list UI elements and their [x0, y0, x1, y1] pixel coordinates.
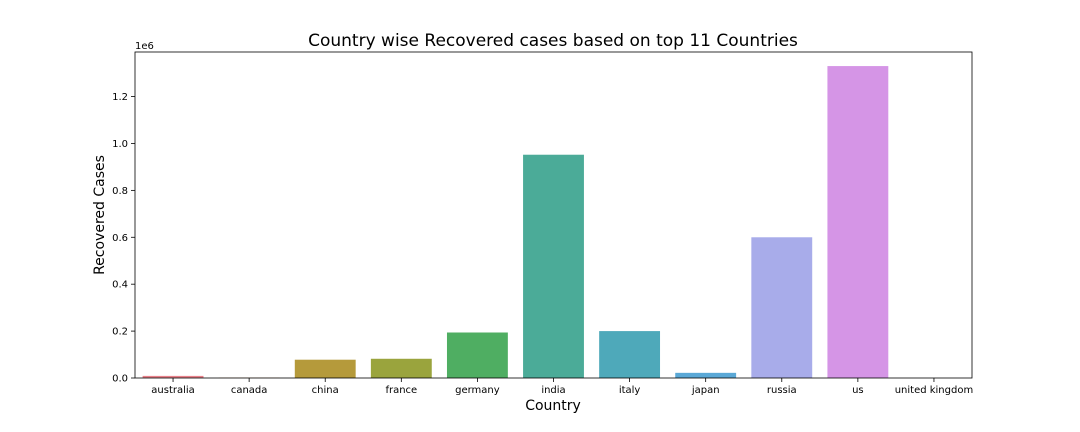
bar-india: [523, 154, 584, 378]
y-offset-label: 1e6: [135, 41, 154, 52]
x-tick-label: canada: [231, 385, 268, 396]
x-tick-label: germany: [455, 385, 500, 396]
x-tick-label: us: [852, 385, 864, 396]
bar-us: [827, 66, 889, 378]
y-tick-label: 0.6: [112, 233, 128, 244]
x-tick-label: china: [312, 385, 339, 396]
bars-group: [142, 66, 889, 378]
x-tick-label: australia: [151, 385, 195, 396]
x-tick-label: japan: [691, 385, 720, 396]
bar-italy: [599, 331, 661, 378]
bar-france: [370, 358, 432, 378]
y-tick-label: 0.8: [112, 186, 128, 197]
x-tick-label: united kingdom: [895, 385, 974, 396]
x-tick-label: italy: [619, 385, 641, 396]
x-tick-label: india: [541, 385, 565, 396]
x-tick-label: france: [385, 385, 417, 396]
y-tick-label: 0.2: [112, 327, 128, 338]
bar-germany: [446, 332, 508, 378]
bar-russia: [751, 237, 813, 378]
y-axis-label: Recovered Cases: [92, 155, 108, 275]
x-tick-label: russia: [767, 385, 797, 396]
y-tick-label: 1.0: [112, 139, 128, 150]
bar-china: [294, 359, 356, 378]
bar-australia: [142, 375, 204, 378]
y-tick-label: 0.0: [112, 374, 128, 385]
chart-title: Country wise Recovered cases based on to…: [308, 31, 798, 51]
y-ticks-group: 0.0 0.2 0.4 0.6 0.8 1.0 1.2: [112, 92, 135, 385]
bar-japan: [675, 372, 737, 378]
plot-frame: [134, 51, 973, 379]
x-ticks-group: australia canada china france germany india it…: [151, 378, 973, 396]
x-axis-label: Country: [525, 398, 581, 414]
y-tick-label: 0.4: [112, 280, 128, 291]
y-tick-label: 1.2: [112, 92, 128, 103]
